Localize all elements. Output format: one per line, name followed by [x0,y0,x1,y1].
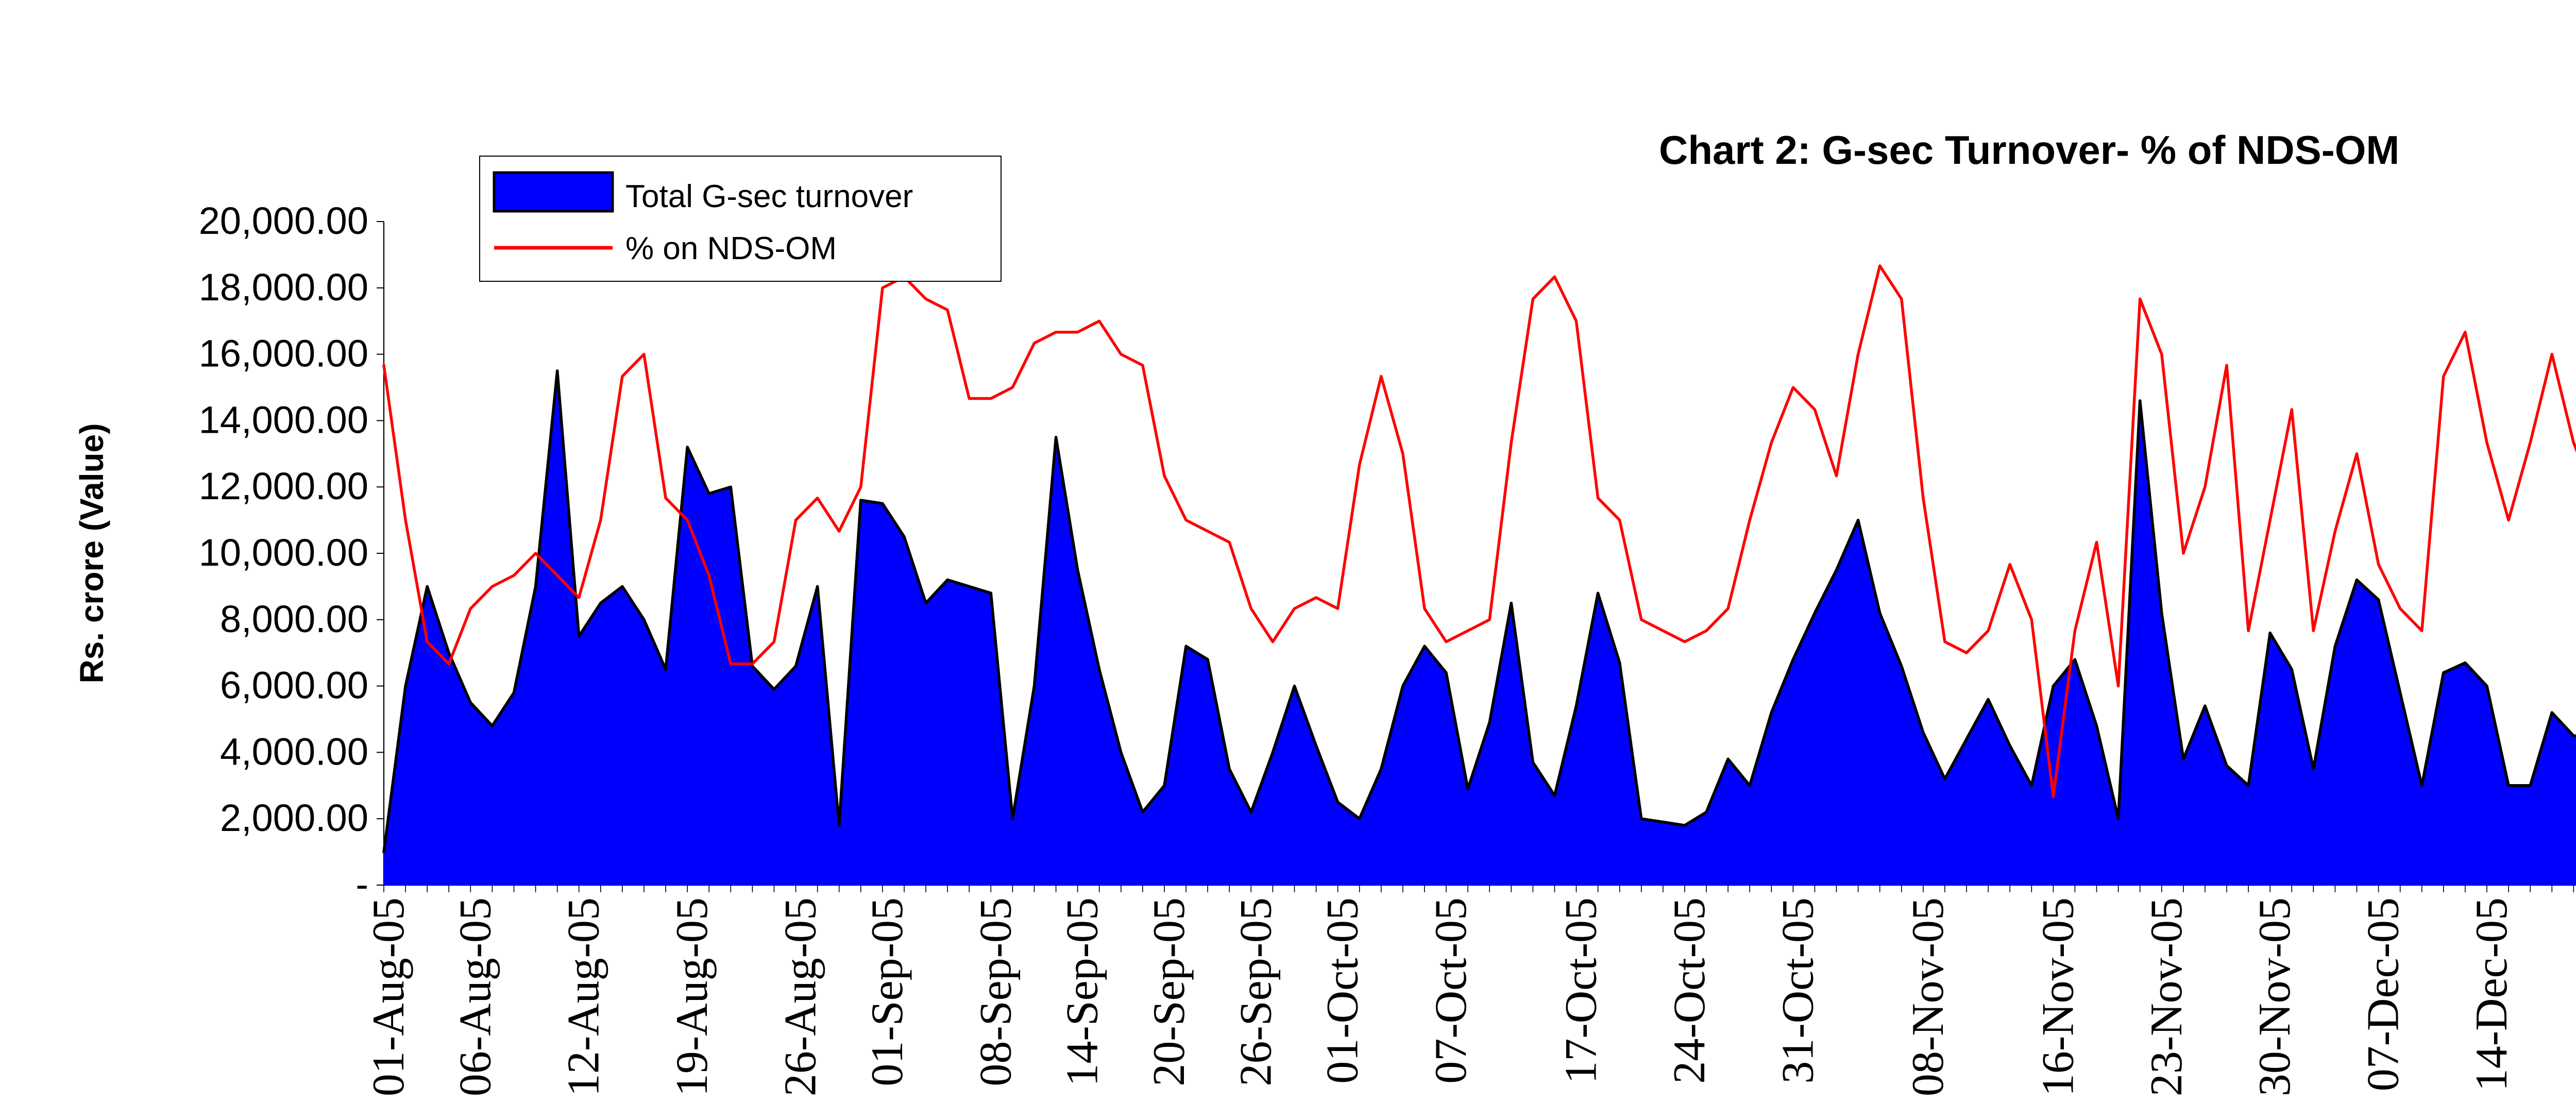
svg-text:12-Aug-05: 12-Aug-05 [559,897,609,1096]
svg-text:26-Aug-05: 26-Aug-05 [776,897,826,1096]
svg-text:07-Oct-05: 07-Oct-05 [1426,897,1476,1084]
svg-text:08-Nov-05: 08-Nov-05 [1903,897,1953,1096]
svg-text:4,000.00: 4,000.00 [220,730,368,773]
svg-text:Chart 2: G-sec Turnover- % of: Chart 2: G-sec Turnover- % of NDS-OM [1659,127,2399,173]
svg-text:14,000.00: 14,000.00 [199,398,368,441]
svg-text:30-Nov-05: 30-Nov-05 [2250,897,2300,1096]
svg-text:08-Sep-05: 08-Sep-05 [971,897,1021,1087]
svg-text:01-Aug-05: 01-Aug-05 [364,897,414,1096]
svg-text:% on NDS-OM: % on NDS-OM [625,231,837,266]
svg-text:31-Oct-05: 31-Oct-05 [1773,897,1823,1084]
svg-text:23-Nov-05: 23-Nov-05 [2142,897,2192,1096]
svg-text:01-Sep-05: 01-Sep-05 [862,897,912,1087]
svg-text:01-Oct-05: 01-Oct-05 [1318,897,1368,1084]
svg-text:16,000.00: 16,000.00 [199,332,368,375]
svg-text:18,000.00: 18,000.00 [199,266,368,309]
svg-text:07-Dec-05: 07-Dec-05 [2359,897,2409,1091]
svg-text:2,000.00: 2,000.00 [220,796,368,839]
svg-text:12,000.00: 12,000.00 [199,465,368,507]
svg-text:20-Sep-05: 20-Sep-05 [1144,897,1194,1087]
svg-text:8,000.00: 8,000.00 [220,598,368,640]
svg-text:14-Dec-05: 14-Dec-05 [2467,897,2517,1091]
svg-text:Total G-sec turnover: Total G-sec turnover [625,179,913,214]
svg-text:16-Nov-05: 16-Nov-05 [2033,897,2083,1096]
svg-text:Rs. crore (Value): Rs. crore (Value) [73,423,110,683]
svg-text:19-Aug-05: 19-Aug-05 [667,897,717,1096]
svg-text:14-Sep-05: 14-Sep-05 [1058,897,1108,1087]
svg-text:17-Oct-05: 17-Oct-05 [1556,897,1606,1084]
svg-text:24-Oct-05: 24-Oct-05 [1665,897,1715,1084]
svg-text:26-Sep-05: 26-Sep-05 [1231,897,1281,1087]
svg-text:10,000.00: 10,000.00 [199,531,368,574]
svg-text:06-Aug-05: 06-Aug-05 [450,897,500,1096]
svg-text:20,000.00: 20,000.00 [199,199,368,242]
svg-text:6,000.00: 6,000.00 [220,664,368,707]
